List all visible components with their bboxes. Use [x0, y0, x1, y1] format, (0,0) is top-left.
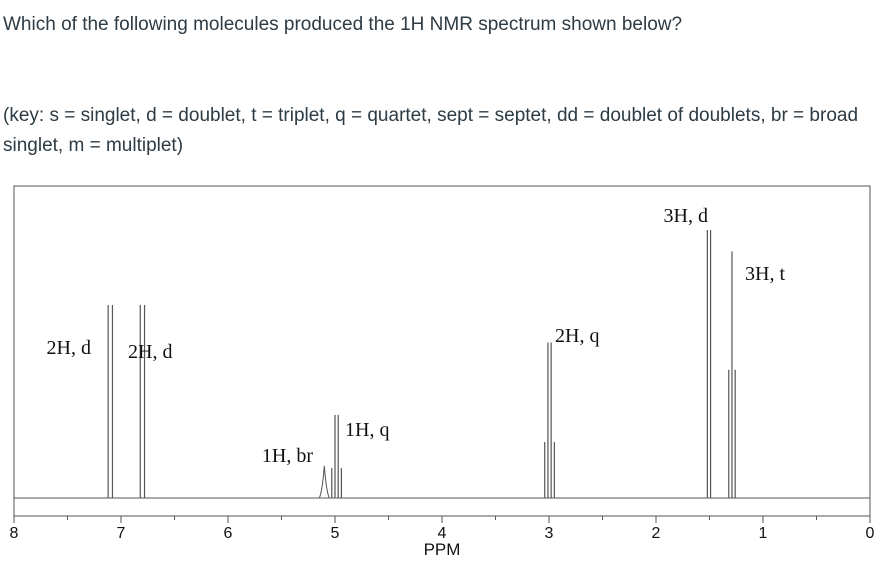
- x-tick-label: 7: [117, 525, 126, 542]
- peak-2: [107, 305, 114, 498]
- peak-1: [139, 305, 146, 498]
- broad-peak-trace: [318, 465, 330, 499]
- x-tick-label: 4: [438, 525, 447, 542]
- x-tick-label: 8: [10, 525, 19, 542]
- peak-label: 3H, t: [745, 263, 785, 285]
- x-tick-label: 5: [331, 525, 340, 542]
- x-tick-label: 1: [759, 525, 768, 542]
- question-text: Which of the following molecules produce…: [3, 14, 683, 35]
- nmr-spectrum-panel: 8 7 6 5 4 3 2 1 0 2H, d 2H, d 1H, br 1H, q 2H, q 3H, …: [0, 180, 886, 573]
- peak-label: 2H, d: [128, 341, 172, 363]
- peak-label: 3H, d: [664, 205, 708, 227]
- spectrum-trace-group: [14, 230, 870, 499]
- peak-6: [706, 230, 712, 498]
- x-tick-label: 3: [545, 525, 554, 542]
- peak-3: [318, 465, 330, 499]
- peak-label: 1H, q: [345, 419, 389, 441]
- x-tick-label: 0: [866, 525, 875, 542]
- x-axis: 8 7 6 5 4 3 2 1 0: [10, 515, 875, 542]
- x-axis-label: PPM: [424, 540, 461, 559]
- x-tick-label: 2: [652, 525, 661, 542]
- nmr-spectrum-chart: 8 7 6 5 4 3 2 1 0 2H, d 2H, d 1H, br 1H, q 2H, q 3H, …: [10, 185, 875, 559]
- peak-4: [331, 414, 343, 498]
- peak-label: 1H, br: [262, 445, 313, 467]
- peak-label: 2H, d: [47, 337, 91, 359]
- x-tick-label: 6: [224, 525, 233, 542]
- peak-label-group: 2H, d 2H, d 1H, br 1H, q 2H, q 3H, d 3H, t: [47, 205, 786, 467]
- peak-label: 2H, q: [555, 325, 599, 347]
- peak-5: [544, 342, 555, 498]
- multiplicity-key: (key: s = singlet, d = doublet, t = trip…: [3, 105, 859, 156]
- peak-7: [728, 251, 736, 498]
